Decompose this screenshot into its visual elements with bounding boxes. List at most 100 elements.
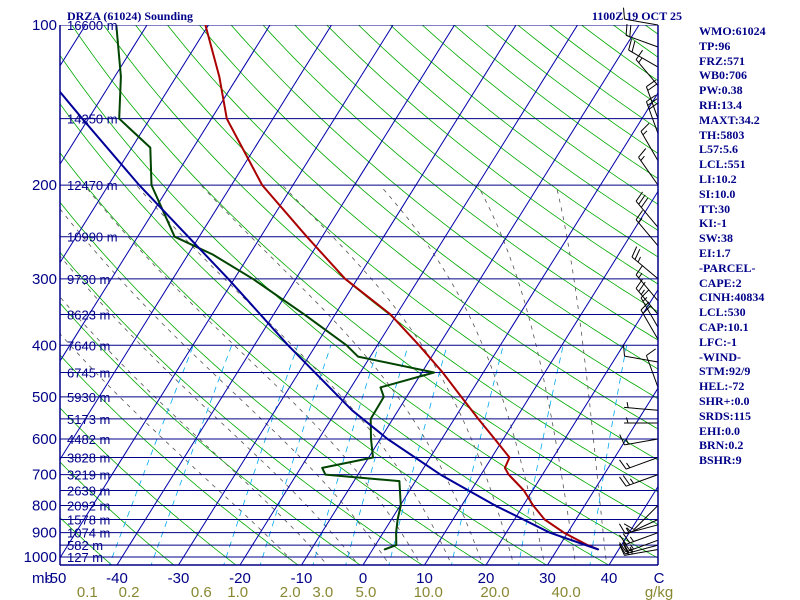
wind-barb [635, 49, 659, 86]
mixing-ratio-label: 1.0 [227, 584, 248, 600]
parcel-point [338, 396, 340, 398]
index-item: TT:30 [699, 201, 731, 216]
temperature-unit-label: C [654, 570, 665, 587]
moist-adiabat [200, 184, 484, 565]
wind-barb-staff [635, 288, 659, 315]
moist-adiabat [84, 184, 422, 565]
wind-barb-flag [640, 122, 650, 132]
index-item: LCL:530 [699, 305, 746, 320]
wind-barb-flag [619, 459, 627, 470]
wind-barb-staff [640, 297, 659, 328]
dewpoint-point [324, 473, 327, 476]
wind-barb [635, 210, 659, 247]
isotherm [239, 25, 579, 565]
temperature-point [344, 278, 346, 280]
wind-barb-half-flag [629, 544, 635, 550]
index-item: PW:0.38 [699, 83, 743, 98]
wind-barb-flag [635, 265, 644, 276]
index-item: SI:10.0 [699, 186, 736, 201]
index-item: EHI:0.0 [699, 423, 741, 438]
dewpoint-point [370, 438, 372, 440]
mixing-ratio-label: 40.0 [551, 584, 580, 600]
wind-barb [640, 122, 659, 162]
wind-barb-staff [624, 406, 659, 411]
mixing-ratio-line [312, 345, 380, 565]
wind-barb-half-flag [625, 527, 630, 533]
wind-barb [645, 348, 659, 388]
mixing-ratio-label: 0.1 [77, 584, 98, 600]
mixing-ratio-line [150, 345, 233, 565]
temperature-point [563, 532, 565, 534]
dewpoint-point [173, 236, 176, 238]
parcel-line [60, 90, 599, 551]
wind-barb-flag [619, 434, 625, 446]
wind-barb-flag [642, 305, 652, 314]
wind-barb-flag [638, 148, 647, 158]
mixing-ratio-label: 0.6 [191, 584, 212, 600]
mixing-ratio-line [223, 345, 299, 565]
temperature-tick-label: 40 [601, 570, 618, 587]
parcel-point [597, 548, 600, 551]
dewpoint-point [321, 467, 323, 469]
wind-barb [635, 191, 659, 228]
wind-barb-flag [625, 23, 628, 36]
index-item: -WIND- [699, 349, 741, 364]
wind-barb-flag [619, 476, 627, 487]
dry-adiabat [230, 25, 658, 370]
temperature-point [306, 236, 308, 238]
index-item: CINH:40834 [699, 290, 765, 305]
dry-adiabat [60, 354, 299, 565]
wind-barb-half-flag [640, 155, 645, 161]
mixing-ratio-label: 5.0 [355, 584, 376, 600]
mixing-ratio-line [345, 345, 409, 565]
index-item: -PARCEL- [699, 260, 756, 275]
dewpoint-point [115, 25, 117, 26]
height-label: 9730 m [67, 272, 110, 287]
wind-barb-flag [638, 194, 646, 205]
wind-barb [619, 474, 659, 487]
height-label: 14250 m [67, 112, 118, 127]
dewpoint-point [357, 355, 359, 358]
wind-barb-staff [635, 59, 659, 86]
wind-barb-flag [635, 191, 644, 202]
wind-barb-staff [626, 519, 659, 535]
pressure-tick-label: 200 [32, 177, 57, 194]
mixing-ratio-line [388, 345, 448, 565]
wind-barb [623, 344, 659, 363]
moist-adiabat [555, 185, 608, 565]
moist-adiabat [60, 296, 328, 565]
moist-adiabat [379, 184, 546, 565]
dewpoint-point [395, 544, 397, 546]
pressure-tick-label: 800 [32, 497, 57, 514]
wind-barb-flag [622, 533, 631, 544]
index-item: L57:5.6 [699, 142, 738, 157]
wind-barb-half-flag [637, 256, 641, 263]
temperature-tick-label: -30 [168, 570, 190, 587]
height-label: 582 m [67, 538, 103, 553]
isotherm [60, 25, 271, 362]
parcel-point [386, 438, 389, 440]
wind-barb [638, 148, 659, 186]
height-label: 5173 m [67, 412, 110, 427]
dewpoint-point [303, 313, 305, 316]
dewpoint-point [212, 253, 214, 256]
wind-barb-staff [625, 544, 659, 555]
temperature-tick-label: 30 [539, 570, 556, 587]
wind-barb-staff [624, 549, 659, 556]
wind-barb-flag [628, 38, 632, 51]
wind-barb-flag [647, 83, 658, 91]
height-label: 12470 m [67, 178, 118, 193]
wind-barb-flag [640, 301, 650, 311]
wind-barb [625, 23, 659, 48]
dry-adiabat [60, 302, 361, 565]
wind-barb [619, 532, 659, 545]
index-item: MAXT:34.2 [699, 112, 760, 127]
wind-barb [640, 301, 659, 340]
wind-barb-flag [623, 344, 625, 357]
index-item: WB0:706 [699, 68, 747, 83]
dry-adiabat [326, 25, 658, 285]
wind-barb-staff [638, 157, 659, 186]
dewpoint-point [400, 504, 402, 507]
y-axis-unit: mb [32, 570, 53, 587]
